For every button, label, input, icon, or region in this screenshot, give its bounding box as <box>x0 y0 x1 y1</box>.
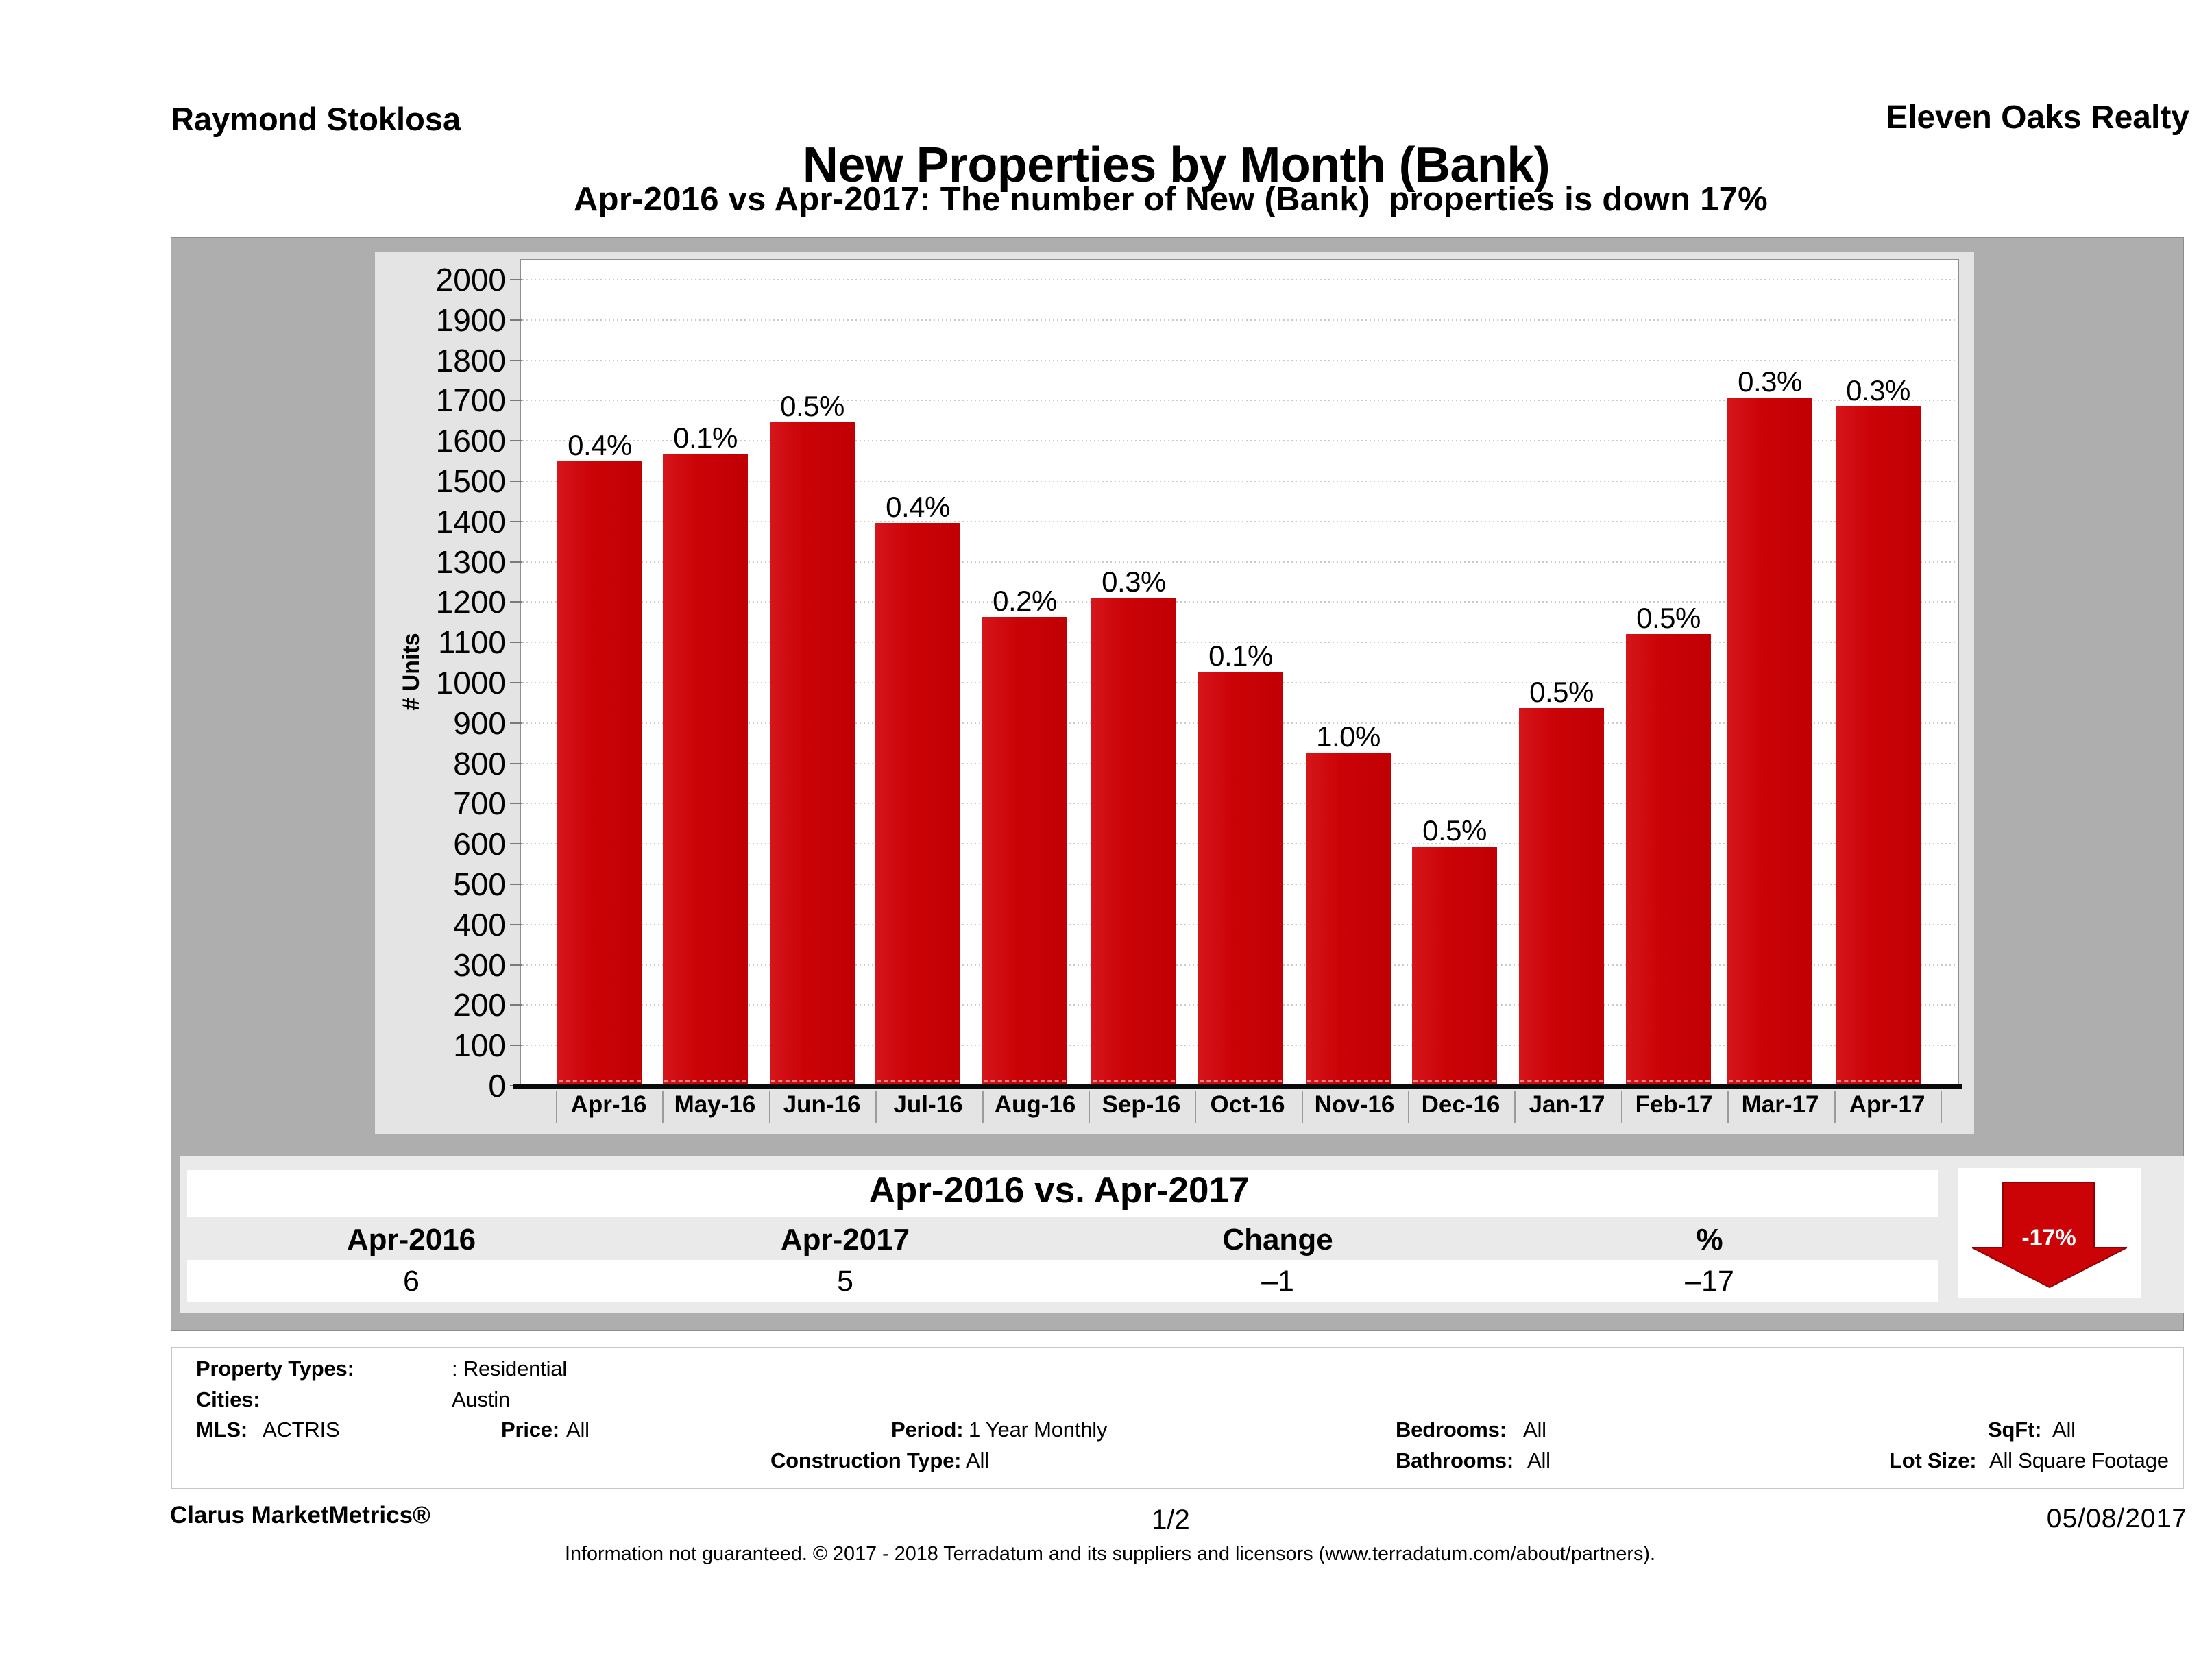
svg-text:-17%: -17% <box>2021 1225 2076 1251</box>
